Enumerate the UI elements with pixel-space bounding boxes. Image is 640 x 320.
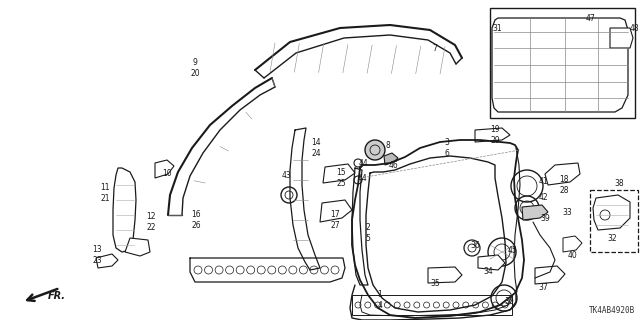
Polygon shape	[610, 28, 633, 48]
Polygon shape	[155, 160, 174, 178]
Text: FR.: FR.	[48, 291, 66, 301]
Polygon shape	[428, 267, 462, 283]
Text: 38: 38	[614, 179, 624, 188]
Text: 17
27: 17 27	[330, 210, 340, 230]
Text: 15
25: 15 25	[336, 168, 346, 188]
Text: 32: 32	[607, 234, 617, 243]
Text: 1
4: 1 4	[378, 290, 383, 310]
Text: 12
22: 12 22	[147, 212, 156, 232]
Polygon shape	[563, 236, 582, 252]
Text: 13
23: 13 23	[92, 245, 102, 265]
Polygon shape	[125, 238, 150, 256]
Text: 30: 30	[504, 297, 514, 306]
Text: 45: 45	[508, 245, 518, 254]
Polygon shape	[96, 254, 118, 268]
Bar	[352, 295, 512, 315]
Text: 19
29: 19 29	[490, 125, 500, 145]
Text: 16
26: 16 26	[191, 210, 201, 230]
Text: 42: 42	[538, 193, 548, 202]
Text: 14
24: 14 24	[311, 138, 321, 158]
Text: 9
20: 9 20	[190, 58, 200, 78]
Text: 37: 37	[538, 284, 548, 292]
Text: 40: 40	[568, 251, 578, 260]
Text: 36: 36	[470, 241, 480, 250]
Text: 43: 43	[281, 171, 291, 180]
Text: 44: 44	[358, 158, 368, 167]
Text: 31: 31	[492, 23, 502, 33]
Polygon shape	[522, 205, 548, 220]
Bar	[590, 190, 638, 252]
Text: 39: 39	[540, 213, 550, 222]
Text: 44: 44	[357, 173, 367, 182]
Text: 48: 48	[629, 23, 639, 33]
Text: 34: 34	[483, 268, 493, 276]
Text: 46: 46	[388, 161, 398, 170]
Polygon shape	[384, 153, 398, 165]
Text: 35: 35	[430, 278, 440, 287]
Bar	[490, 8, 635, 118]
Polygon shape	[320, 200, 352, 222]
Text: 10: 10	[162, 169, 172, 178]
Text: TK4AB4920B: TK4AB4920B	[589, 306, 635, 315]
Polygon shape	[323, 164, 355, 183]
Polygon shape	[545, 163, 580, 185]
Text: 47: 47	[585, 13, 595, 22]
Polygon shape	[593, 195, 630, 230]
Text: 7: 7	[433, 44, 437, 52]
Text: 8: 8	[386, 140, 390, 149]
Text: 18
28: 18 28	[559, 175, 569, 195]
Text: 33: 33	[562, 207, 572, 217]
Polygon shape	[475, 128, 510, 142]
Text: 41: 41	[538, 177, 548, 186]
Polygon shape	[535, 266, 565, 284]
Circle shape	[365, 140, 385, 160]
Polygon shape	[478, 255, 505, 270]
Text: 3
6: 3 6	[445, 138, 449, 158]
Text: 11
21: 11 21	[100, 183, 109, 203]
Text: 2
5: 2 5	[365, 223, 371, 243]
